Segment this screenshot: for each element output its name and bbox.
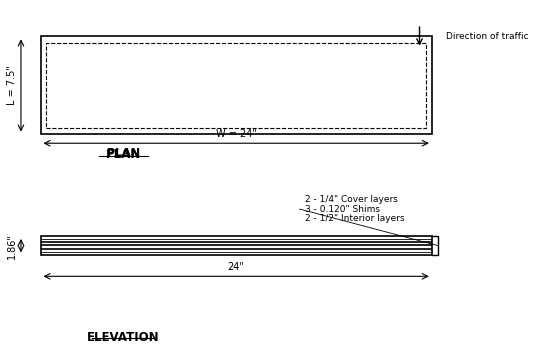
Bar	[40, 236, 432, 255]
Text: PLAN: PLAN	[106, 149, 141, 161]
Bar	[46, 43, 426, 128]
Text: W = 24": W = 24"	[216, 129, 257, 139]
Text: 3 - 0.120" Shims: 3 - 0.120" Shims	[304, 205, 380, 214]
Text: 1.86": 1.86"	[7, 233, 17, 259]
Text: ELEVATION: ELEVATION	[88, 331, 160, 343]
Text: PLAN: PLAN	[107, 149, 140, 158]
Text: 24": 24"	[228, 262, 244, 272]
Text: L = 7.5": L = 7.5"	[7, 66, 17, 106]
Text: 2 - 1/2" Interior layers: 2 - 1/2" Interior layers	[304, 214, 404, 223]
Bar	[40, 36, 432, 134]
Text: 2 - 1/4" Cover layers: 2 - 1/4" Cover layers	[304, 195, 397, 204]
Text: Direction of traffic: Direction of traffic	[446, 32, 529, 41]
